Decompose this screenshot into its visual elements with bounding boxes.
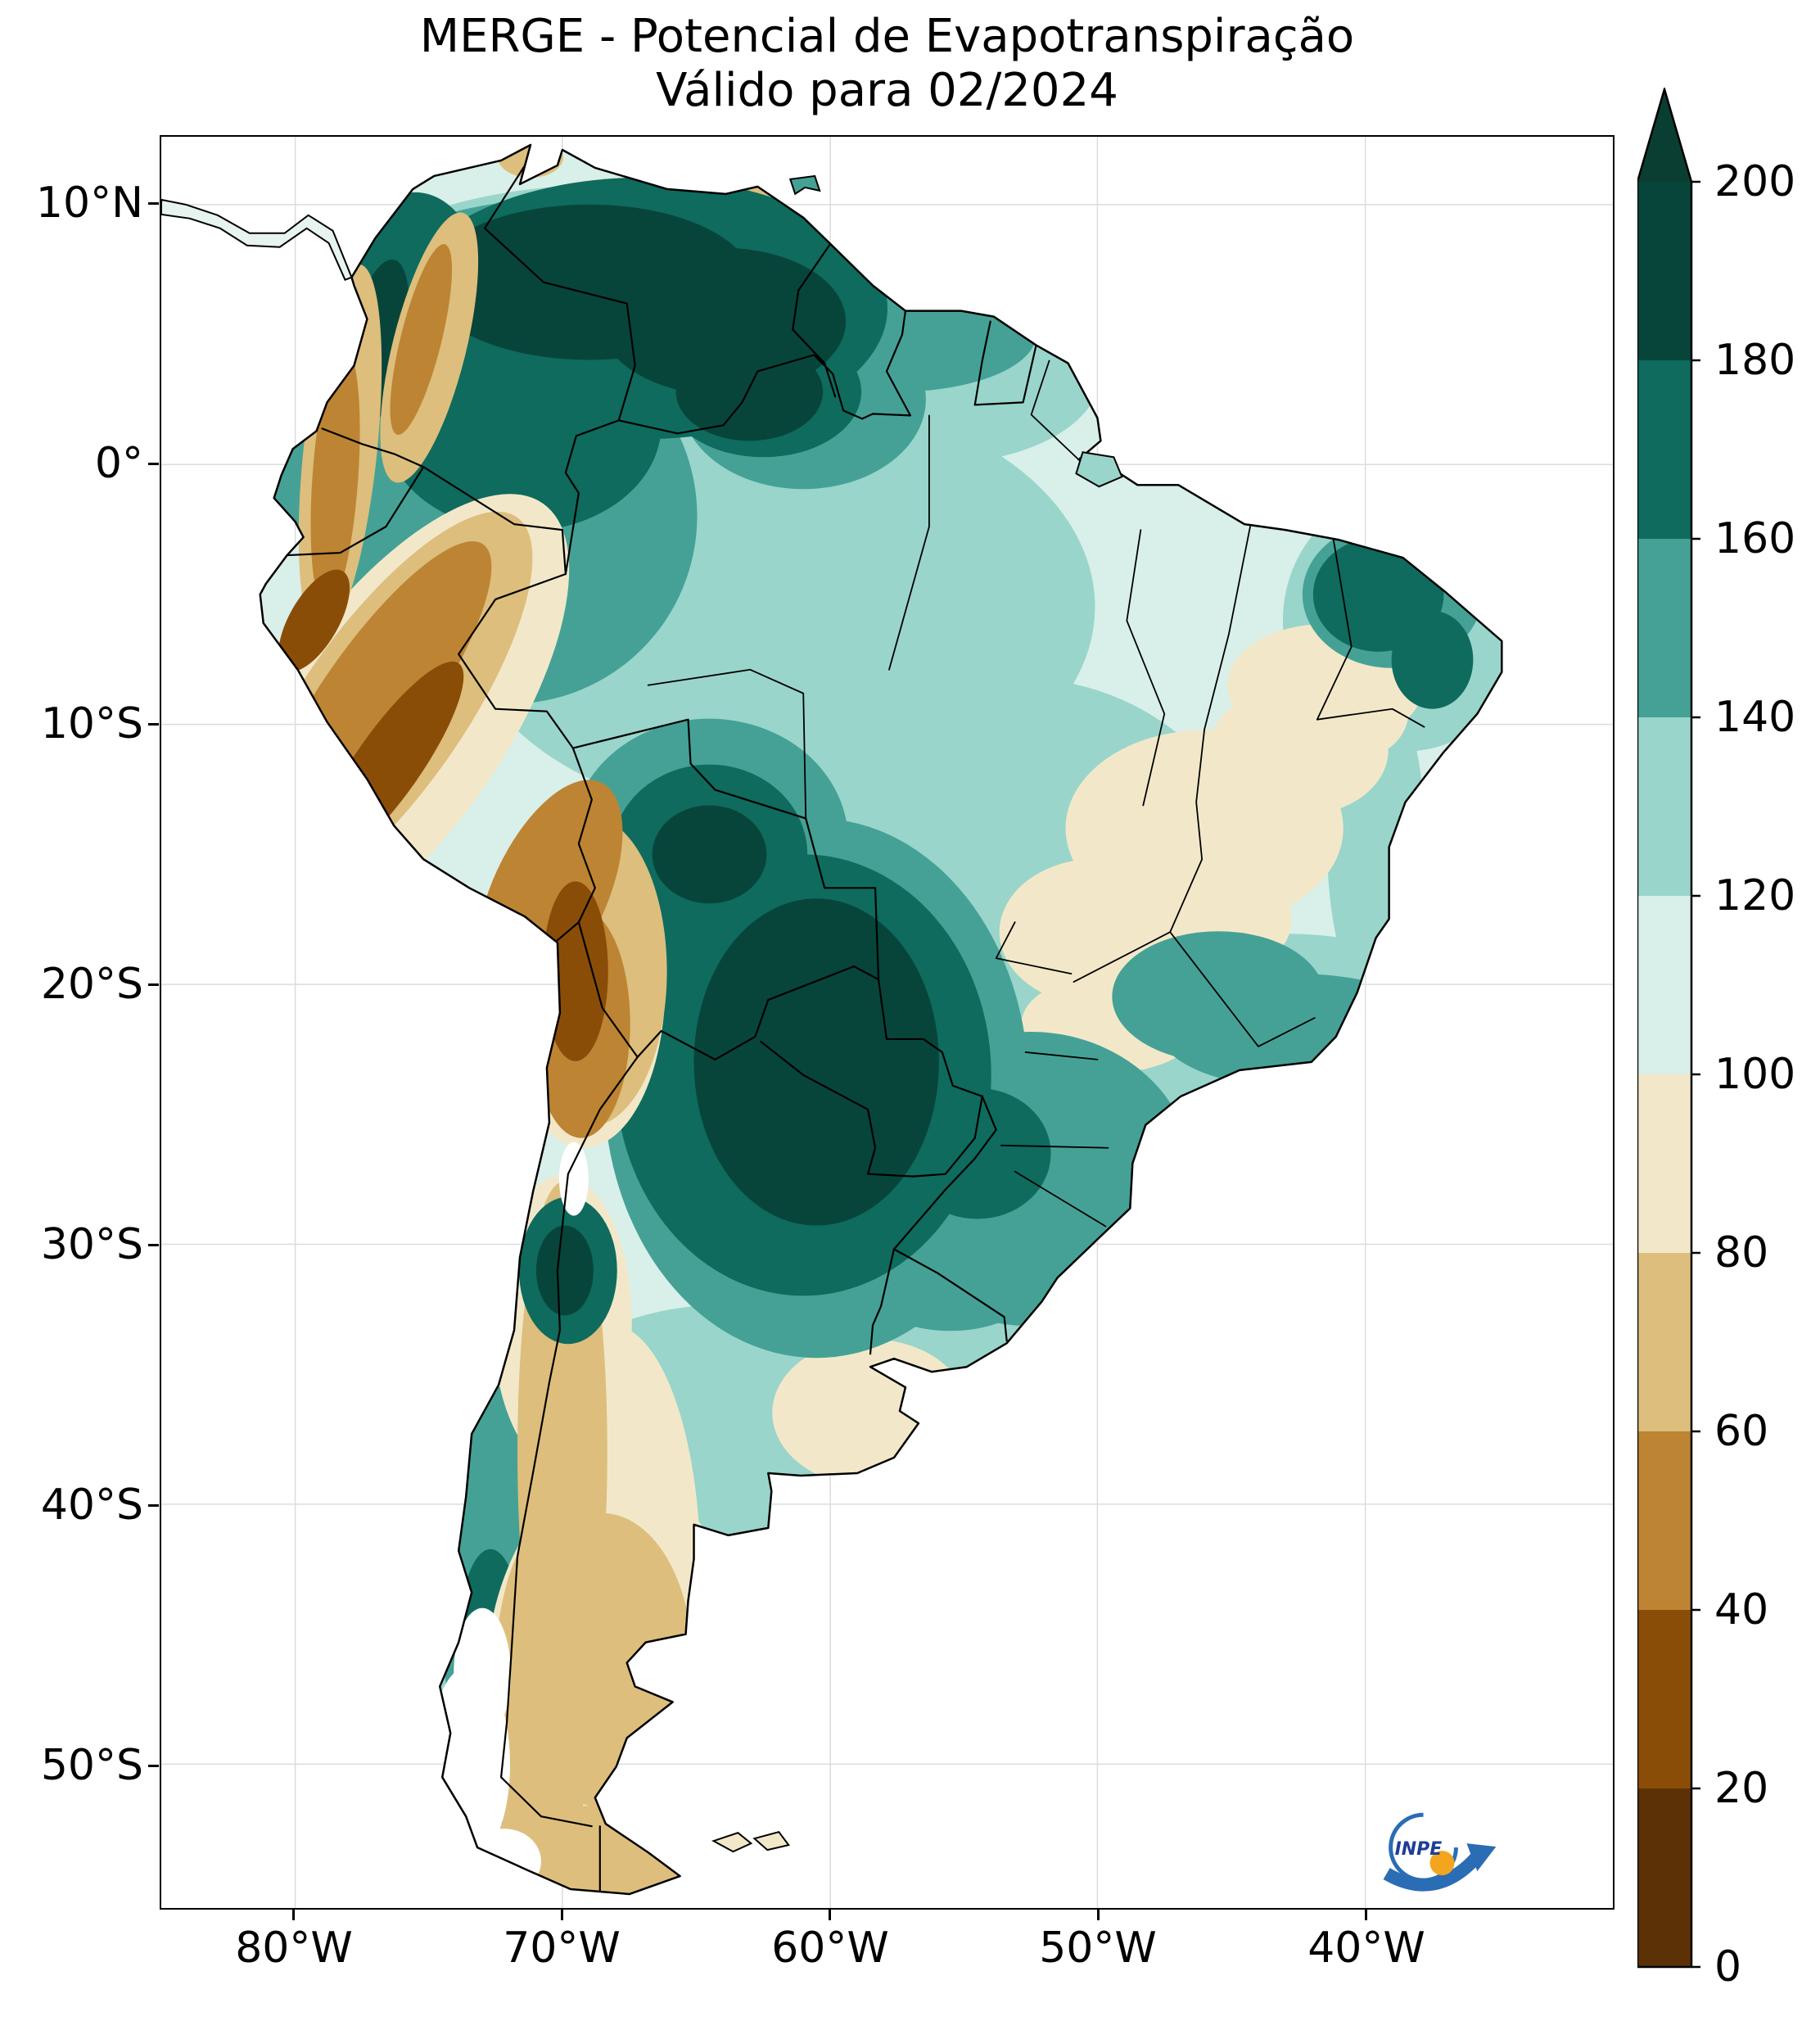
colorbar-segment [1637,539,1691,717]
colorbar-svg [1637,88,1700,1969]
colorbar-segment [1637,360,1691,539]
colorbar-tick-label: 40 [1714,1585,1769,1634]
x-tick-mark [1365,1910,1367,1920]
y-tick-mark [148,1504,159,1507]
y-tick-mark [148,463,159,465]
colorbar-extend-arrow [1637,88,1691,182]
colorbar-segment [1637,717,1691,896]
y-tick-label: 10°N [35,179,143,228]
inpe-logo: INPE [1383,1812,1497,1892]
colorbar-ticks [1691,180,1700,1969]
south-america-map: INPE [161,137,1613,1908]
colorbar-segment [1637,1431,1691,1610]
country-borders [286,159,1037,1893]
trinidad-island [788,174,821,196]
coastline [259,143,1503,1896]
y-tick-label: 50°S [40,1741,143,1790]
panama-isthmus [161,198,353,281]
orange-dot-icon [1429,1851,1455,1876]
x-tick-label: 80°W [235,1924,353,1973]
y-tick-label: 0° [94,439,143,488]
x-tick-mark [1097,1910,1100,1920]
figure-subtitle: Válido para 02/2024 [656,64,1118,117]
y-tick-mark [148,1765,159,1767]
figure-title: MERGE - Potencial de Evapotranspiração [419,10,1355,63]
colorbar-tick-label: 80 [1714,1228,1769,1277]
y-tick-mark [148,1244,159,1246]
colorbar-tick-label: 20 [1714,1764,1769,1813]
title-block: MERGE - Potencial de Evapotranspiração V… [160,10,1615,118]
colorbar-outline [1637,88,1693,1969]
southern-island [752,1831,790,1851]
colorbar-tick-label: 100 [1714,1050,1796,1099]
x-tick-label: 70°W [503,1924,621,1973]
y-tick-mark [148,983,159,986]
marajo-island [1075,451,1123,488]
southern-island [711,1832,753,1853]
y-tick-mark [148,723,159,726]
y-tick-label: 10°S [40,699,143,748]
x-tick-label: 40°W [1307,1924,1425,1973]
colorbar-tick-label: 200 [1714,157,1796,206]
colorbar-tick-label: 140 [1714,693,1796,742]
inpe-logo-text: INPE [1395,1839,1443,1860]
colorbar-tick-label: 120 [1714,871,1796,920]
y-tick-label: 40°S [40,1481,143,1530]
y-tick-label: 20°S [40,960,143,1009]
y-tick-label: 30°S [40,1220,143,1269]
arrow-icon [1466,1843,1497,1872]
x-tick-mark [561,1910,563,1920]
evapotranspiration-field [260,144,1502,1895]
colorbar-tick-label: 180 [1714,336,1796,385]
colorbar-segment [1637,1253,1691,1431]
colorbar-segment [1637,896,1691,1074]
colorbar-tick-label: 0 [1714,1942,1742,1992]
map-panel: INPE [160,135,1615,1910]
x-tick-label: 50°W [1039,1924,1157,1973]
y-tick-mark [148,202,159,205]
x-tick-mark [829,1910,831,1920]
colorbar [1637,88,1703,1969]
colorbar-segment [1637,1788,1691,1967]
colorbar-segment [1637,1610,1691,1788]
colorbar-tick-label: 60 [1714,1407,1769,1456]
state-borders [647,359,1425,1227]
x-tick-mark [292,1910,295,1920]
x-tick-label: 60°W [771,1924,889,1973]
colorbar-tick-label: 160 [1714,514,1796,563]
colorbar-segment [1637,182,1691,360]
colorbar-segment [1637,1074,1691,1253]
